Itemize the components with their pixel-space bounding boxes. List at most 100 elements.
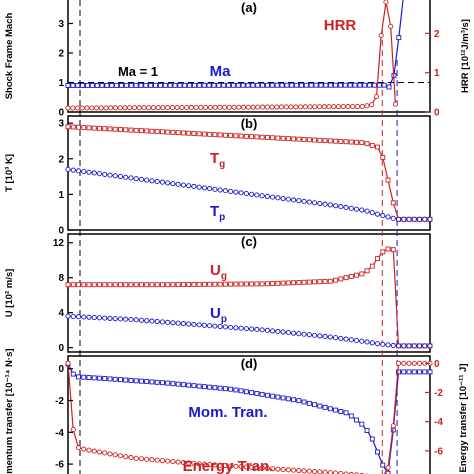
data-point-circle xyxy=(321,104,327,110)
data-point-square xyxy=(279,82,285,88)
data-point-square xyxy=(119,82,124,88)
data-point-square xyxy=(369,263,375,269)
data-point-square xyxy=(380,462,386,468)
data-point-square xyxy=(104,82,110,88)
data-point-square xyxy=(296,280,302,285)
data-point-circle xyxy=(385,214,391,220)
data-point-circle xyxy=(191,460,197,466)
data-point-circle xyxy=(283,104,289,110)
data-point-square xyxy=(291,136,297,142)
data-point-square xyxy=(165,282,171,288)
data-point-square xyxy=(196,82,202,88)
y-tick-label: 8 xyxy=(58,273,64,284)
y-tick-label: 3 xyxy=(58,119,64,130)
data-point-square xyxy=(348,139,354,145)
data-point-circle xyxy=(333,203,339,209)
data-point-circle xyxy=(107,315,113,321)
data-point-circle xyxy=(359,103,365,110)
data-point-circle xyxy=(383,0,389,5)
data-point-circle xyxy=(174,104,180,111)
data-point-square xyxy=(280,135,286,141)
data-point-circle xyxy=(75,314,82,320)
data-point-circle xyxy=(159,179,165,185)
data-point-circle xyxy=(98,105,104,111)
data-point-square xyxy=(354,139,360,145)
data-point-square xyxy=(233,387,239,393)
data-point-circle xyxy=(196,461,202,467)
data-point-square xyxy=(128,82,134,88)
data-point-square xyxy=(114,82,120,88)
y-tick-label: 3 xyxy=(58,19,64,30)
series-line-d-1 xyxy=(67,362,430,474)
data-point-circle xyxy=(327,470,333,474)
data-point-square xyxy=(167,82,173,88)
data-point-square xyxy=(308,82,314,88)
data-point-square xyxy=(284,82,290,88)
data-point-circle xyxy=(123,454,129,460)
data-point-square xyxy=(157,82,163,88)
data-point-square xyxy=(99,82,105,88)
data-point-circle xyxy=(364,208,370,214)
data-point-circle xyxy=(207,104,213,110)
data-point-square xyxy=(270,281,276,286)
y-tick-label: -6 xyxy=(55,460,64,471)
data-point-square xyxy=(303,82,309,88)
data-point-circle xyxy=(70,105,76,111)
series-label-energy-tran: Energy Tran. xyxy=(183,458,274,474)
data-point-square xyxy=(274,82,280,88)
data-point-square xyxy=(212,281,218,287)
data-point-square xyxy=(385,246,391,252)
data-point-square xyxy=(91,282,97,288)
series-line-d-0 xyxy=(67,363,430,474)
data-point-square xyxy=(301,279,307,285)
data-point-circle xyxy=(170,181,176,187)
data-point-circle xyxy=(427,343,433,349)
data-point-square xyxy=(380,154,386,160)
data-point-circle xyxy=(307,104,313,110)
y-tick-label: 4 xyxy=(58,308,64,319)
data-point-square xyxy=(343,139,349,145)
data-point-circle xyxy=(275,328,281,335)
data-point-square xyxy=(76,282,81,288)
data-point-circle xyxy=(212,186,218,192)
data-point-square xyxy=(65,82,71,88)
data-point-square xyxy=(296,136,302,142)
panel-label: (d) xyxy=(241,356,258,371)
data-point-circle xyxy=(322,201,328,207)
data-point-square xyxy=(76,374,81,380)
series-label-ma: Ma xyxy=(210,63,231,80)
series-label-tp: Tp xyxy=(210,203,225,223)
data-point-circle xyxy=(70,313,76,319)
data-point-square xyxy=(102,376,108,381)
data-point-square xyxy=(322,278,328,284)
data-point-circle xyxy=(138,176,144,182)
data-point-circle xyxy=(374,341,381,347)
data-point-square xyxy=(385,177,391,183)
data-point-circle xyxy=(75,445,82,451)
y-tick-label-right: 1 xyxy=(434,68,440,79)
data-point-circle xyxy=(86,447,92,453)
data-point-circle xyxy=(354,103,361,110)
data-point-square xyxy=(359,421,365,427)
data-point-circle xyxy=(243,191,249,197)
data-point-square xyxy=(138,378,144,384)
data-point-circle xyxy=(306,468,312,474)
data-point-square xyxy=(375,449,380,455)
data-point-circle xyxy=(212,104,218,110)
data-point-circle xyxy=(65,105,71,111)
data-point-circle xyxy=(103,105,109,111)
data-point-circle xyxy=(154,318,160,325)
data-point-circle xyxy=(260,104,266,110)
data-point-circle xyxy=(280,195,286,202)
data-point-square xyxy=(306,137,312,143)
data-point-circle xyxy=(186,183,192,189)
data-point-circle xyxy=(395,216,402,222)
data-point-square xyxy=(112,126,118,132)
data-point-square xyxy=(259,391,265,397)
data-point-circle xyxy=(343,336,349,342)
data-point-square xyxy=(364,428,370,434)
data-point-circle xyxy=(144,318,150,324)
data-point-circle xyxy=(317,333,323,339)
data-point-square xyxy=(299,82,304,88)
data-point-circle xyxy=(270,466,276,472)
